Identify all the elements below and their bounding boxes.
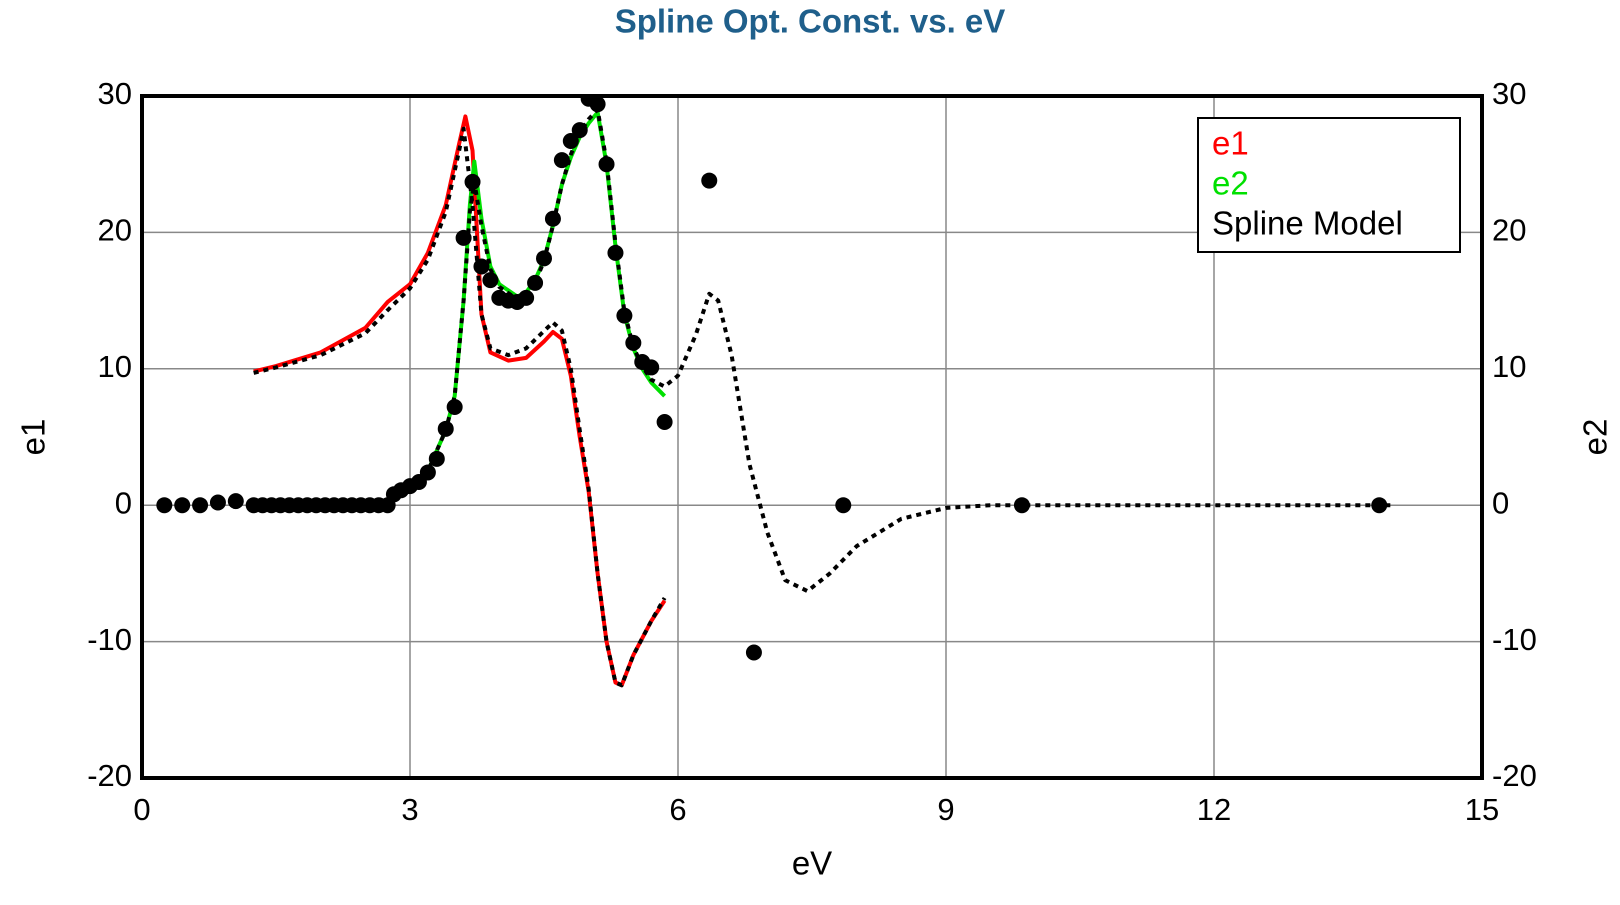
y2-tick-label: 0 (1492, 485, 1509, 520)
data-point (616, 307, 633, 324)
y-tick-label: 10 (98, 349, 132, 384)
y-tick-label: -10 (87, 622, 132, 657)
y2-axis-label: e2 (1577, 419, 1614, 456)
data-point (536, 250, 552, 267)
data-point (455, 229, 472, 246)
data-point (562, 133, 579, 150)
legend-label: Spline Model (1212, 205, 1403, 242)
data-point (1371, 497, 1388, 514)
y-tick-label: 0 (115, 485, 132, 520)
data-point (209, 494, 226, 511)
data-point (227, 493, 244, 510)
legend-label: e1 (1212, 125, 1249, 162)
data-point (745, 644, 762, 661)
plot-frame (140, 94, 1484, 780)
data-point (701, 172, 718, 189)
data-point (589, 96, 606, 113)
data-point (607, 244, 624, 261)
data-point (482, 272, 499, 289)
y-axis-label: e1 (15, 419, 52, 456)
y-tick-label: 30 (98, 76, 132, 111)
data-point (192, 497, 209, 514)
data-point (419, 464, 436, 481)
data-point (527, 274, 544, 291)
x-tick-label: 12 (1197, 792, 1231, 827)
data-point (625, 334, 642, 351)
data-point (544, 210, 561, 227)
x-tick-label: 0 (133, 792, 150, 827)
data-point (428, 450, 445, 467)
y2-tick-label: -10 (1492, 622, 1537, 657)
data-point (643, 359, 660, 376)
x-tick-label: 15 (1465, 792, 1499, 827)
legend-label: e2 (1212, 165, 1249, 202)
y2-tick-label: 20 (1492, 213, 1526, 248)
y-tick-label: 20 (98, 213, 132, 248)
data-point (571, 122, 588, 139)
data-point (518, 289, 535, 306)
data-point (1013, 497, 1030, 514)
x-tick-label: 9 (937, 792, 954, 827)
x-tick-label: 3 (401, 792, 418, 827)
data-line (253, 114, 667, 688)
data-point (446, 398, 463, 415)
model-line (253, 126, 667, 688)
y2-tick-label: -20 (1492, 758, 1537, 793)
data-point (598, 156, 615, 173)
x-tick-label: 6 (669, 792, 686, 827)
data-point (835, 497, 852, 514)
x-axis-label: eV (792, 845, 832, 882)
y2-tick-label: 30 (1492, 76, 1526, 111)
y2-tick-label: 10 (1492, 349, 1526, 384)
data-point (553, 152, 570, 169)
data-point (174, 497, 191, 514)
data-point (437, 420, 454, 437)
data-point (473, 258, 490, 275)
chart-title: Spline Opt. Const. vs. eV (615, 3, 1006, 40)
data-point (656, 413, 673, 430)
data-point (464, 173, 481, 190)
data-point (156, 497, 173, 514)
y-tick-label: -20 (87, 758, 132, 793)
legend-box (1197, 117, 1461, 253)
